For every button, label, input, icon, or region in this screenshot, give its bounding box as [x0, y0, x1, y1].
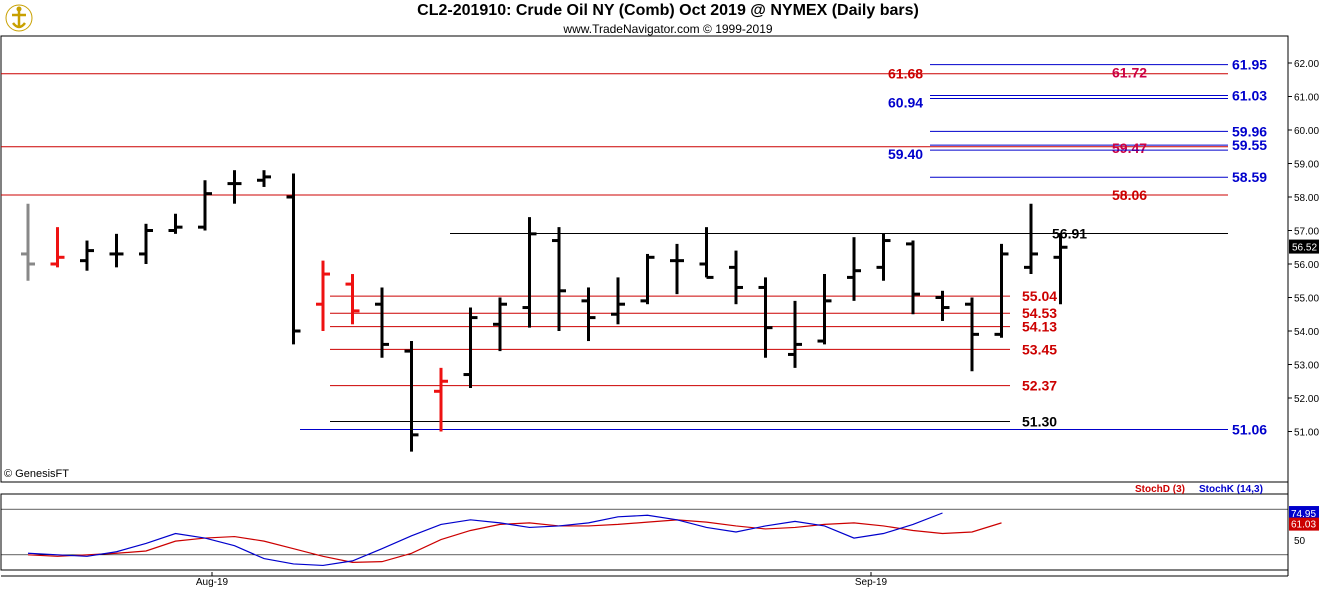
stochk-value: 74.95 — [1291, 509, 1316, 520]
trade-navigator-logo-icon — [4, 3, 34, 33]
target-label: 58.59 — [1232, 169, 1267, 185]
y-tick-label: 60.00 — [1294, 126, 1319, 137]
stochd-value-box — [1289, 517, 1319, 531]
last-price-label: 56.52 — [1292, 243, 1317, 254]
last-price-box — [1289, 239, 1319, 254]
level-label: 55.04 — [1022, 288, 1057, 304]
stochd-value: 61.03 — [1291, 520, 1316, 531]
y-tick-label: 52.00 — [1294, 394, 1319, 405]
level-label: 56.91 — [1052, 226, 1087, 242]
y-tick-label: 58.00 — [1294, 193, 1319, 204]
level-label: 54.13 — [1022, 319, 1057, 335]
level-label: 51.30 — [1022, 413, 1057, 429]
target-label: 60.94 — [888, 95, 923, 111]
level-label: 51.06 — [1232, 421, 1267, 437]
y-tick-label: 56.00 — [1294, 260, 1319, 271]
y-tick-label: 57.00 — [1294, 227, 1319, 238]
y-tick-label: 51.00 — [1294, 428, 1319, 439]
level-label: 53.45 — [1022, 341, 1057, 357]
copyright-label: © GenesisFT — [4, 468, 69, 480]
chart-title: CL2-201910: Crude Oil NY (Comb) Oct 2019… — [417, 2, 919, 19]
target-label: 61.03 — [1232, 87, 1267, 103]
stoch-plot-frame — [0, 493, 1289, 571]
y-tick-label: 61.00 — [1294, 93, 1319, 104]
target-label: 59.96 — [1232, 123, 1267, 139]
stochk-value-box — [1289, 506, 1319, 520]
stoch-series-line — [27, 519, 1002, 564]
level-label: 54.53 — [1022, 305, 1057, 321]
legend-stochd: StochD (3) — [1135, 484, 1185, 495]
y-tick-label: 62.00 — [1294, 59, 1319, 70]
y-tick-label: 59.00 — [1294, 160, 1319, 171]
y-tick-label: 53.00 — [1294, 361, 1319, 372]
target-label: 61.95 — [1232, 57, 1267, 73]
target-label: 61.72 — [1112, 64, 1147, 80]
level-label: 58.06 — [1112, 187, 1147, 203]
level-label: 61.68 — [888, 66, 923, 82]
legend-stochk: StochK (14,3) — [1199, 484, 1263, 495]
y-tick-label: 54.00 — [1294, 327, 1319, 338]
chart-header: CL2-201910: Crude Oil NY (Comb) Oct 2019… — [0, 0, 1336, 36]
level-label: 52.37 — [1022, 378, 1057, 394]
target-label: 59.47 — [1112, 140, 1147, 156]
target-label: 59.55 — [1232, 137, 1267, 153]
stoch-tick-label: 50 — [1294, 536, 1306, 547]
x-tick-label: Aug-19 — [196, 577, 229, 588]
y-tick-label: 55.00 — [1294, 294, 1319, 305]
target-label: 59.40 — [888, 146, 923, 162]
stoch-series-line — [27, 512, 943, 567]
x-tick-label: Sep-19 — [855, 577, 888, 588]
chart-subtitle: www.TradeNavigator.com © 1999-2019 — [563, 22, 773, 36]
price-plot-frame — [0, 35, 1289, 483]
